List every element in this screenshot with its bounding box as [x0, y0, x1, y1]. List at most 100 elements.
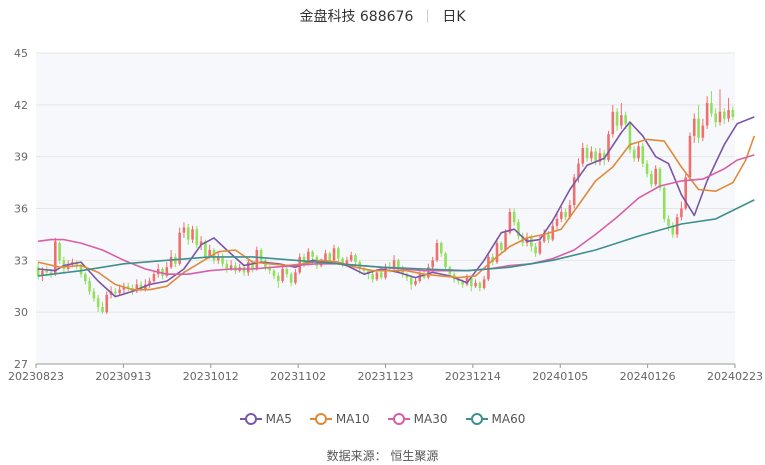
candle-body — [444, 253, 447, 268]
candle-body — [530, 237, 533, 247]
candle-body — [332, 248, 336, 261]
candle-body — [474, 282, 477, 287]
candle-body — [585, 148, 589, 159]
candle-body — [49, 272, 53, 275]
candle-body — [289, 274, 293, 283]
candle-body — [114, 291, 117, 294]
y-tick-label: 27 — [14, 358, 28, 371]
candle-body — [178, 232, 181, 264]
x-tick-label: 20240223 — [707, 370, 763, 383]
candle-body — [611, 111, 615, 135]
candle-body — [362, 268, 366, 271]
candle-body — [512, 211, 516, 223]
legend-swatch-ma30 — [387, 413, 410, 425]
candle-body — [195, 229, 199, 245]
candle-body — [126, 286, 130, 288]
candle-body — [697, 118, 700, 138]
candle-body — [242, 267, 246, 273]
candle-body — [397, 260, 400, 268]
candle-body — [371, 274, 374, 280]
candle-body — [504, 232, 507, 250]
candle-body — [45, 270, 49, 273]
period-label: 日K — [442, 9, 466, 25]
candle-body — [246, 262, 250, 273]
y-tick-label: 39 — [14, 151, 28, 164]
y-tick-label: 33 — [14, 254, 28, 267]
candle-body — [92, 291, 96, 299]
y-tick-label: 36 — [14, 203, 28, 216]
candle-body — [379, 272, 383, 278]
candle-body — [431, 260, 434, 268]
candle-body — [499, 243, 503, 250]
candle-body — [435, 243, 439, 261]
candle-body — [654, 168, 657, 185]
candle-body — [41, 270, 44, 276]
series-line-ma5 — [38, 116, 755, 298]
candle-body — [307, 251, 310, 264]
legend-item-ma10[interactable]: MA10 — [309, 412, 370, 426]
candle-body — [628, 123, 632, 150]
candle-body — [692, 118, 696, 136]
candle-body — [105, 294, 109, 313]
candle-body — [199, 241, 203, 245]
legend: MA5 MA10 MA30 MA60 — [0, 412, 765, 426]
candle-body — [375, 272, 379, 280]
x-tick-label: 20240105 — [532, 370, 588, 383]
candle-body — [517, 222, 520, 237]
candle-body — [701, 125, 705, 138]
candle-body — [688, 135, 692, 178]
candle-body — [328, 253, 332, 261]
legend-item-ma5[interactable]: MA5 — [239, 412, 292, 426]
x-tick-label: 20231123 — [358, 370, 414, 383]
candle-body — [564, 211, 567, 218]
series-line-ma10 — [37, 135, 756, 291]
candle-body — [204, 241, 207, 257]
candle-body — [705, 103, 709, 126]
candle-body — [465, 277, 469, 285]
candle-body — [311, 251, 314, 257]
candle-body — [341, 258, 344, 264]
candle-body — [71, 262, 74, 264]
candle-body — [607, 134, 610, 161]
candle-body — [722, 111, 726, 119]
candle-body — [469, 277, 473, 287]
candle-body — [641, 146, 645, 164]
legend-item-ma60[interactable]: MA60 — [465, 412, 525, 426]
candle-body — [684, 177, 687, 209]
candle-body — [414, 281, 417, 285]
candle-body — [542, 234, 546, 242]
candle-body — [225, 263, 229, 269]
candle-body — [186, 227, 190, 240]
candle-body — [590, 151, 593, 159]
chart-title: 金盘科技 688676 日K — [0, 5, 765, 27]
x-tick-label: 20231214 — [445, 370, 501, 383]
candle-body — [229, 265, 233, 269]
candle-body — [216, 256, 220, 261]
candle-body — [727, 110, 730, 119]
candle-body — [88, 281, 91, 292]
candle-body — [122, 286, 126, 290]
candle-body — [54, 241, 57, 275]
x-tick-label: 20230913 — [95, 370, 151, 383]
stock-name: 金盘科技 688676 — [299, 9, 414, 25]
candle-body — [667, 218, 670, 226]
candle-body — [718, 111, 722, 123]
candle-body — [324, 253, 327, 263]
y-tick-label: 30 — [14, 306, 28, 319]
legend-label-ma30: MA30 — [413, 412, 448, 426]
legend-item-ma30[interactable]: MA30 — [387, 412, 448, 426]
candle-body — [487, 256, 490, 280]
candle-body — [281, 268, 284, 282]
legend-label-ma10: MA10 — [335, 412, 370, 426]
candle-body — [508, 211, 512, 233]
candle-body — [337, 248, 340, 259]
candle-body — [645, 163, 649, 174]
x-tick-label: 20231102 — [270, 370, 326, 383]
candle-body — [560, 211, 563, 219]
candle-body — [731, 110, 735, 117]
candle-body — [118, 289, 121, 294]
legend-swatch-ma10 — [309, 413, 332, 425]
candle-body — [36, 267, 40, 276]
candle-body — [439, 243, 443, 254]
